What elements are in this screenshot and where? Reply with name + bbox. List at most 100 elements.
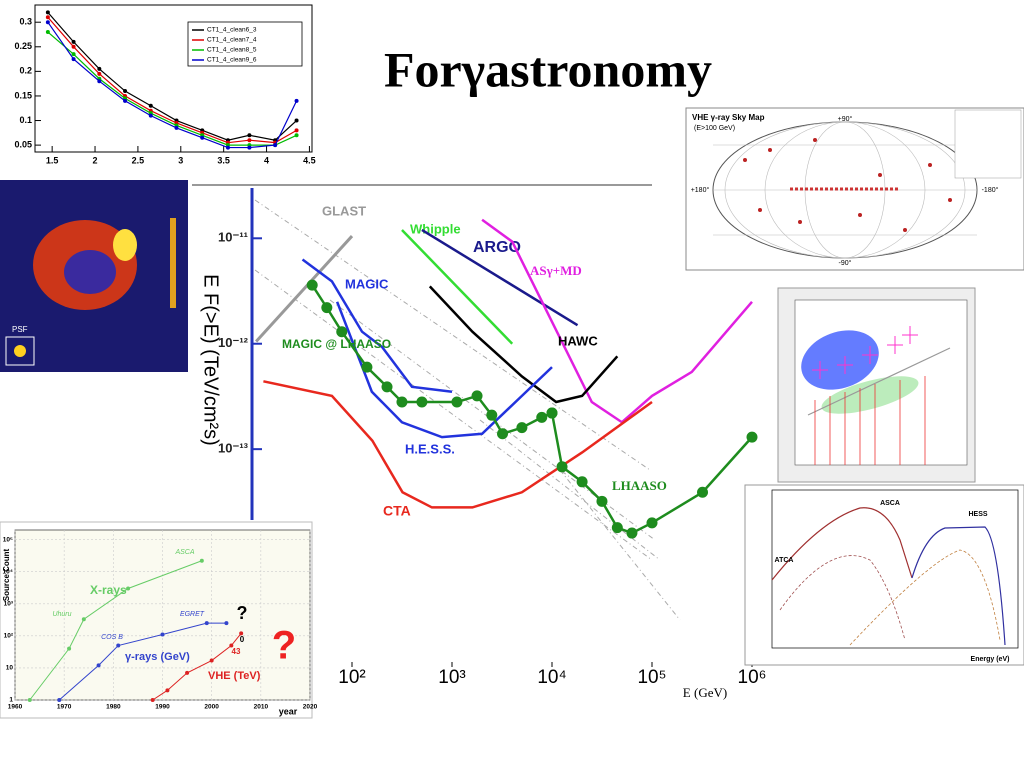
- annotation: Uhuru: [52, 611, 71, 618]
- x-axis-label: E (GeV): [683, 685, 727, 700]
- series-point: [225, 145, 230, 150]
- y-tick-label: 0.1: [19, 115, 32, 125]
- skymap-source: [743, 158, 747, 162]
- x-tick-label: 2: [93, 155, 98, 165]
- series-point: [247, 145, 252, 150]
- series-point: [57, 698, 62, 702]
- series-line: [255, 235, 354, 343]
- x-tick-label: 10³: [438, 667, 465, 688]
- legend-label: CT1_4_clean8_5: [207, 47, 257, 54]
- image-hole: [64, 250, 116, 294]
- series-point: [697, 486, 709, 498]
- psf-box: [5, 336, 35, 366]
- series-point: [123, 89, 128, 94]
- scatter-fit: [807, 347, 951, 416]
- series-point: [361, 361, 373, 373]
- series-point: [67, 646, 72, 651]
- series-point: [148, 113, 153, 118]
- guide-line: [254, 199, 651, 471]
- skymap-source: [858, 213, 862, 217]
- series-point: [97, 71, 102, 76]
- image-hot: [113, 229, 137, 261]
- series-point: [97, 66, 102, 71]
- skymap-grid: [724, 121, 966, 259]
- series-point: [165, 688, 170, 693]
- series-label: GLAST: [322, 203, 366, 218]
- skymap-subtitle: (E>100 GeV): [694, 125, 735, 132]
- x-tick-label: 1990: [155, 704, 170, 711]
- series-point: [229, 643, 234, 648]
- series-point: [45, 15, 50, 20]
- series-point: [306, 279, 318, 291]
- series-point: [45, 20, 50, 25]
- legend-label: CT1_4_clean6_3: [207, 27, 257, 34]
- series-point: [294, 118, 299, 123]
- skymap-source: [878, 173, 882, 177]
- x-tick-label: 2010: [254, 704, 269, 711]
- y-tick-label: 0.05: [14, 139, 32, 149]
- spectrum-sync: [771, 507, 913, 581]
- series-point: [471, 390, 483, 402]
- guide-line: [559, 469, 681, 621]
- annotation: EGRET: [180, 611, 205, 618]
- series-point: [294, 128, 299, 133]
- guide-line: [479, 419, 661, 561]
- series-point: [81, 617, 86, 622]
- series-label: HAWC: [558, 333, 598, 348]
- series-point: [224, 621, 229, 626]
- series-label: H.E.S.S.: [405, 441, 455, 456]
- legend-label: CT1_4_clean7_4: [207, 37, 257, 44]
- series-point: [160, 632, 165, 637]
- series-label: γ-rays (GeV): [125, 651, 190, 663]
- skymap-axis-label: -90°: [839, 259, 852, 267]
- series-point: [116, 643, 121, 648]
- annotation: 43: [232, 647, 241, 656]
- series-point: [611, 522, 623, 534]
- skymap-source: [798, 220, 802, 224]
- spectrum-x-label: Energy (eV): [971, 656, 1010, 663]
- series-point: [381, 381, 393, 393]
- series-point: [200, 135, 205, 140]
- x-tick-label: 1980: [106, 704, 121, 711]
- y-tick-label: 10⁵: [3, 536, 13, 543]
- series-label: MAGIC @ LHAASO: [282, 337, 391, 351]
- series-point: [97, 79, 102, 84]
- y-tick-label: 0.25: [14, 41, 32, 51]
- skymap-source: [813, 138, 817, 142]
- series-point: [556, 461, 568, 473]
- series-label: ASγ+MD: [530, 263, 582, 278]
- y-tick-label: 10³: [4, 601, 14, 608]
- skymap-source: [928, 163, 932, 167]
- x-tick-label: 2020: [303, 704, 318, 711]
- series-label: X-rays: [90, 583, 127, 597]
- guide-line: [254, 269, 653, 561]
- spectrum-label: HESS: [968, 511, 987, 518]
- series-label: VHE (TeV): [208, 670, 261, 682]
- series-label: MAGIC: [345, 276, 389, 291]
- x-tick-label: 1960: [8, 704, 23, 711]
- color-bar: [170, 218, 176, 308]
- series-point: [451, 396, 463, 408]
- series-point: [626, 527, 638, 539]
- series-point: [247, 133, 252, 138]
- series-point: [126, 586, 131, 591]
- series-point: [204, 621, 209, 626]
- scatter-cloud: [801, 330, 879, 390]
- annotation: ?: [237, 603, 248, 623]
- series-point: [96, 663, 101, 668]
- series-point: [174, 125, 179, 130]
- skymap-title: VHE γ-ray Sky Map: [692, 113, 765, 122]
- spectrum-label: ATCA: [775, 557, 794, 564]
- series-point: [273, 143, 278, 148]
- series-point: [199, 558, 204, 563]
- x-tick-label: 10⁴: [537, 667, 566, 688]
- annotation: ?: [272, 624, 296, 668]
- series-line: [401, 229, 514, 345]
- series-line: [301, 258, 453, 394]
- annotation: COS B: [101, 634, 123, 641]
- series-point: [71, 39, 76, 44]
- slide-title: Forγastronomy: [384, 41, 712, 97]
- series-point: [396, 396, 408, 408]
- series-label: CTA: [383, 503, 411, 519]
